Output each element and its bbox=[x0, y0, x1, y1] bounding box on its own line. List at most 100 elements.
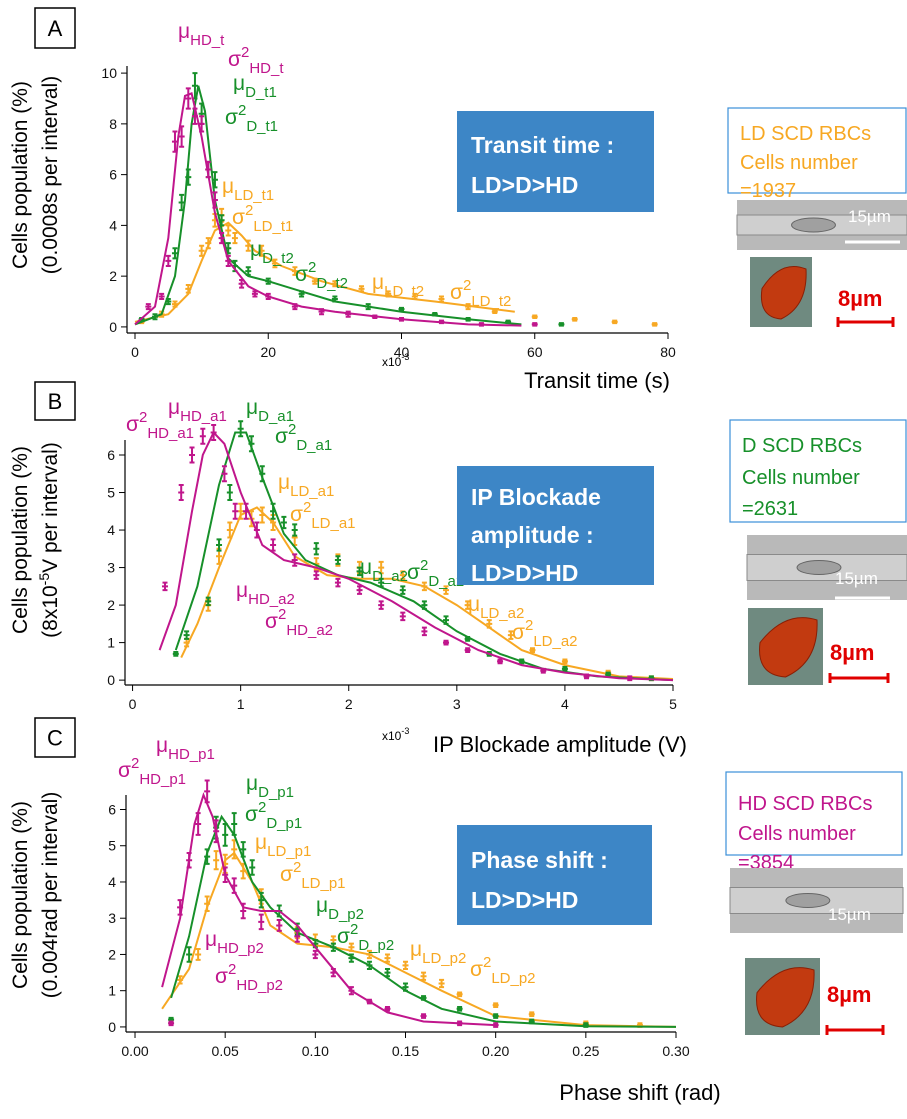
parameter-label: σ2LD_a1 bbox=[290, 499, 356, 532]
parameter-label: μHD_p2 bbox=[205, 928, 264, 957]
data-point bbox=[611, 319, 618, 325]
data-point bbox=[178, 125, 185, 148]
cell bbox=[785, 893, 831, 908]
parameter-label: σ2LD_t2 bbox=[450, 277, 511, 310]
y-tick-label: 4 bbox=[108, 874, 116, 890]
info-box bbox=[727, 107, 907, 194]
data-point bbox=[491, 309, 498, 314]
x-tick-label: 0.30 bbox=[662, 1043, 689, 1059]
data-point bbox=[172, 650, 179, 657]
parameter-sub: D_a2 bbox=[428, 573, 464, 590]
data-point bbox=[238, 278, 245, 289]
y-tick-label: 3 bbox=[108, 910, 116, 926]
scale-label: 15µm bbox=[848, 207, 891, 226]
data-point bbox=[583, 673, 590, 680]
parameter-symbol: μ bbox=[410, 938, 422, 961]
data-point bbox=[507, 630, 514, 640]
data-point bbox=[165, 297, 172, 306]
parameter-symbol: σ bbox=[407, 561, 420, 584]
parameter-sub: LD_p1 bbox=[301, 875, 345, 892]
data-point bbox=[189, 446, 196, 464]
data-point bbox=[231, 877, 238, 894]
parameter-label: σ2HD_a1 bbox=[126, 409, 194, 442]
data-point bbox=[171, 130, 178, 153]
parameter-sub: HD_a2 bbox=[286, 622, 333, 639]
scale-label: 15µm bbox=[835, 569, 878, 588]
data-point bbox=[178, 193, 185, 212]
data-point bbox=[251, 290, 258, 298]
parameter-label: σ2HD_a2 bbox=[265, 606, 333, 639]
data-point bbox=[205, 237, 212, 250]
parameter-symbol: μ bbox=[236, 579, 248, 602]
data-point bbox=[195, 948, 202, 961]
parameter-symbol: σ bbox=[290, 503, 303, 526]
data-point bbox=[420, 971, 427, 981]
data-point bbox=[313, 542, 320, 556]
data-point bbox=[531, 322, 538, 327]
data-point bbox=[330, 967, 337, 978]
parameter-symbol: σ bbox=[280, 863, 293, 886]
data-point bbox=[561, 658, 568, 665]
parameter-sub: D_t2 bbox=[262, 250, 294, 267]
parameter-sup: 2 bbox=[303, 499, 311, 516]
rbc-shape bbox=[756, 967, 815, 1028]
data-point bbox=[237, 502, 244, 520]
highlight-box bbox=[457, 466, 654, 585]
data-point bbox=[199, 427, 206, 445]
data-point bbox=[464, 600, 471, 610]
data-point bbox=[191, 72, 198, 100]
data-point bbox=[225, 242, 232, 255]
parameter-label: μLD_a2 bbox=[468, 593, 524, 622]
data-point bbox=[651, 322, 658, 327]
data-point bbox=[528, 1018, 535, 1025]
data-point bbox=[237, 420, 244, 438]
parameter-symbol: σ bbox=[118, 759, 131, 782]
data-point bbox=[231, 232, 238, 245]
data-point bbox=[265, 277, 272, 285]
data-point bbox=[398, 306, 405, 312]
data-point bbox=[240, 841, 247, 858]
parameter-sup: 2 bbox=[131, 755, 139, 772]
panel-letter-box bbox=[34, 381, 76, 421]
parameter-sub: LD_p2 bbox=[422, 950, 466, 967]
parameter-sub: LD_p1 bbox=[267, 843, 311, 860]
parameter-label: σ2D_p2 bbox=[337, 921, 394, 954]
highlight-text: IP Blockade bbox=[471, 484, 601, 510]
parameter-sub: LD_t2 bbox=[471, 293, 511, 310]
data-point bbox=[222, 866, 229, 883]
data-point bbox=[571, 317, 578, 322]
data-point bbox=[348, 953, 355, 963]
parameter-label: σ2LD_p1 bbox=[280, 859, 346, 892]
info-text: LD SCD RBCs bbox=[740, 123, 871, 145]
parameter-symbol: σ bbox=[245, 803, 258, 826]
y-tick-label: 6 bbox=[109, 167, 117, 183]
data-point bbox=[205, 596, 212, 607]
parameter-sub: HD_p1 bbox=[139, 771, 186, 788]
data-point bbox=[221, 465, 228, 483]
parameter-sup: 2 bbox=[258, 799, 266, 816]
data-point bbox=[198, 244, 205, 257]
data-point bbox=[259, 465, 266, 483]
parameter-sub: D_t1 bbox=[246, 118, 278, 135]
data-point bbox=[232, 502, 239, 520]
parameter-label: σ2LD_t1 bbox=[232, 202, 293, 235]
scale-bar bbox=[828, 673, 890, 683]
data-point bbox=[213, 819, 220, 844]
scale-label: 15µm bbox=[828, 905, 871, 924]
parameter-symbol: σ bbox=[265, 610, 278, 633]
y-axis-label: Cells population (%) bbox=[9, 81, 32, 269]
parameter-symbol: μ bbox=[222, 175, 234, 198]
y-tick-label: 6 bbox=[108, 801, 116, 817]
data-point bbox=[225, 254, 232, 267]
parameter-label: μHD_a1 bbox=[168, 396, 227, 425]
info-text: Cells number bbox=[742, 467, 860, 489]
data-point bbox=[312, 949, 319, 960]
data-point bbox=[421, 600, 428, 610]
y-tick-label: 0 bbox=[108, 1019, 116, 1035]
parameter-label: μHD_a2 bbox=[236, 579, 295, 608]
data-point bbox=[231, 839, 238, 860]
highlight-text: amplitude : bbox=[471, 522, 594, 548]
parameter-sup: 2 bbox=[228, 961, 236, 978]
y-tick-label: 3 bbox=[107, 560, 115, 576]
